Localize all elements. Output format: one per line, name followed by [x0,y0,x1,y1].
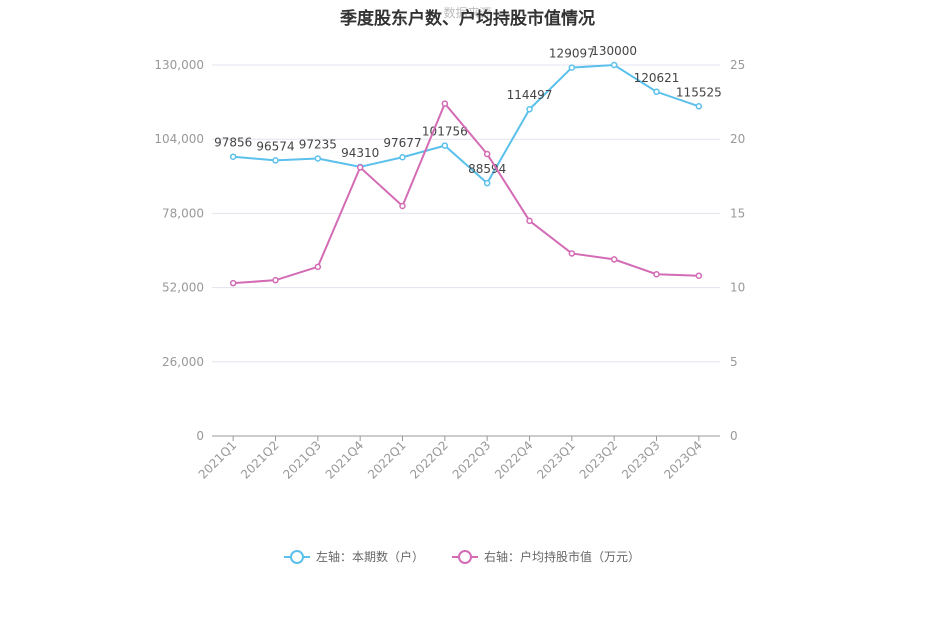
y-right-tick-label: 25 [730,58,745,72]
series-2-point [610,256,618,263]
x-tick-label: 2021Q3 [280,438,324,482]
series-1-point [229,153,237,160]
series-1-point [568,64,576,71]
legend-marker-2[interactable] [458,550,472,564]
data-label: 88594 [468,162,506,176]
x-tick-label: 2023Q2 [577,438,621,482]
series-2-point [272,276,279,284]
series-1-point [653,88,660,96]
data-label: 97677 [383,136,421,150]
y-left-tick-label: 78,000 [162,206,204,220]
data-label: 97235 [299,138,337,152]
x-tick-label: 2022Q1 [365,438,409,482]
series-2-point [568,250,576,257]
series-1-point [610,61,618,69]
data-label: 115525 [676,85,722,99]
legend-marker-1[interactable] [290,550,304,564]
y-right-tick-label: 0 [730,429,738,443]
series-1-point [314,155,322,162]
y-right-tick-label: 10 [730,281,745,295]
series-line-2 [233,101,699,285]
series-line-1 [233,63,700,185]
x-tick-label: 2022Q4 [492,438,536,482]
data-label: 97856 [214,136,252,150]
series-1-point [272,157,279,164]
data-label: 94310 [341,146,379,160]
x-tick-label: 2022Q2 [407,438,451,482]
data-label: 101756 [422,125,468,139]
data-label: 130000 [591,44,637,58]
x-tick-label: 2023Q4 [661,438,705,482]
x-tick-label: 2023Q1 [534,438,578,482]
y-right-tick-label: 5 [730,355,738,369]
x-tick-label: 2021Q4 [323,438,367,482]
chart-title: 季度股东户数、户均持股市值情况 [340,9,595,29]
series-2-point [399,202,406,210]
data-label: 120621 [634,71,680,85]
series-1-point [441,142,449,149]
series-2-point [229,279,237,287]
series-2-point [483,150,491,158]
series-2-point [695,272,703,279]
series-1-point [483,179,491,187]
series-2-point [314,263,322,271]
data-label: 96574 [256,139,294,153]
y-right-tick-label: 15 [730,206,745,220]
y-left-tick-label: 104,000 [154,132,204,146]
series-2-point [356,164,364,171]
y-right-tick-label: 20 [730,132,745,146]
y-left-tick-label: 26,000 [162,355,204,369]
series-1-point [695,103,703,110]
y-left-tick-label: 52,000 [162,281,204,295]
x-tick-label: 2021Q2 [238,438,282,482]
legend-label-2[interactable]: 右轴：户均持股市值（万元） [484,549,640,564]
x-tick-label: 2023Q3 [619,438,663,482]
legend-label-1[interactable]: 左轴：本期数（户） [316,549,424,564]
y-left-tick-label: 0 [196,429,204,443]
y-left-tick-label: 130,000 [154,58,204,72]
series-1-point [399,153,406,161]
x-tick-label: 2021Q1 [196,438,240,482]
series-2-point [441,100,449,107]
series-2-point [526,217,533,225]
data-label: 114497 [507,88,553,102]
series-2-point [653,270,660,278]
x-tick-label: 2022Q3 [450,438,494,482]
data-label: 129097 [549,47,595,61]
series-1-point [526,105,533,113]
